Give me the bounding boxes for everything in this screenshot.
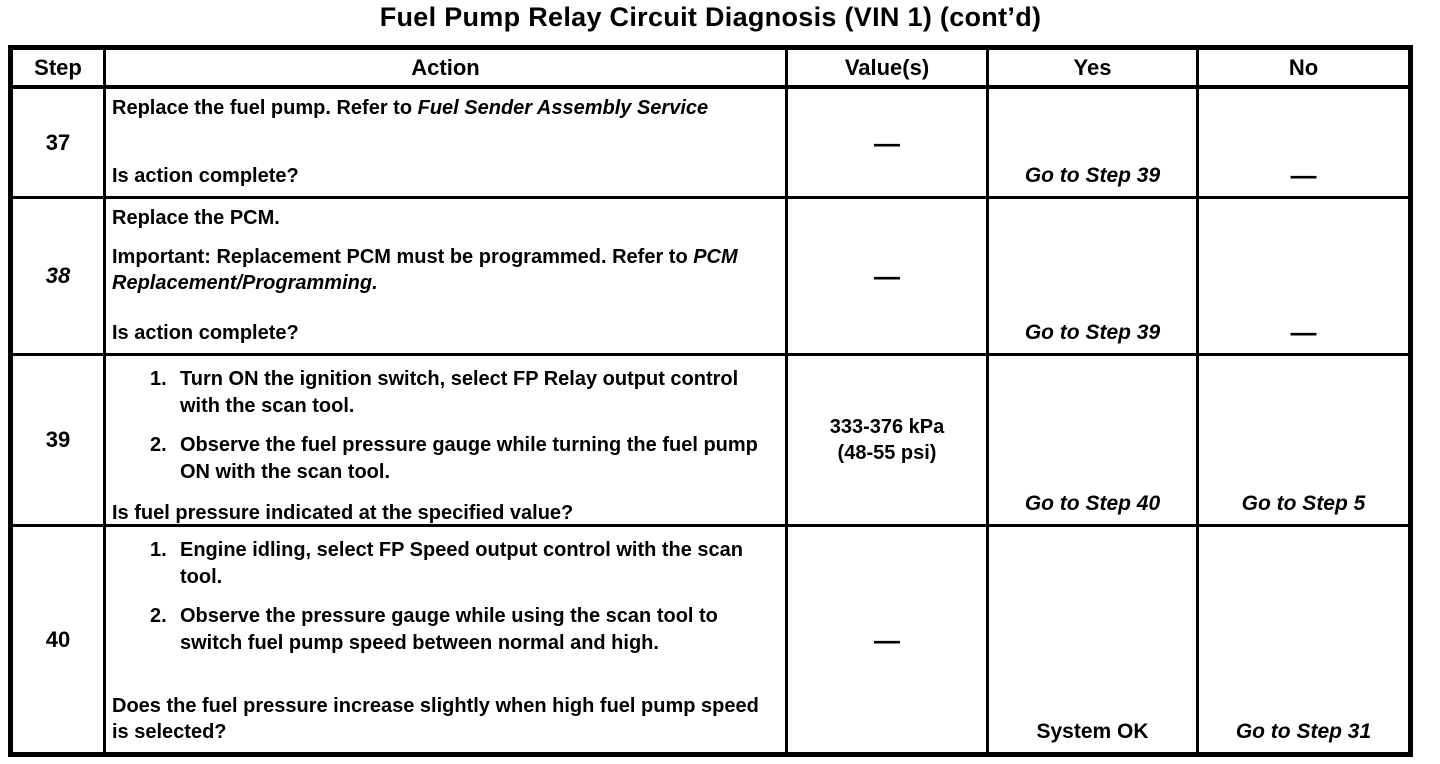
table-header-row: Step Action Value(s) Yes No — [13, 50, 1408, 89]
value-cell: — — [788, 89, 989, 199]
no-cell: Go to Step 5 — [1199, 356, 1408, 527]
no-cell: — — [1199, 199, 1408, 356]
action-cell: 1. Engine idling, select FP Speed output … — [106, 527, 788, 752]
list-item-text: Turn ON the ignition switch, select FP R… — [180, 368, 739, 417]
list-item: 2. Observe the fuel pressure gauge while … — [112, 432, 777, 485]
em-dash: — — [1290, 160, 1317, 190]
action-question: Is fuel pressure indicated at the specif… — [112, 502, 574, 525]
action-cell: Replace the PCM. Important: Replacement P… — [106, 199, 788, 356]
action-question: Is action complete? — [112, 165, 299, 188]
step-number: 40 — [45, 626, 71, 652]
value-cell: 333-376 kPa (48-55 psi) — [788, 356, 989, 527]
value-cell: — — [788, 199, 989, 356]
no-text: Go to Step 31 — [1235, 720, 1372, 743]
table-row: 40 1. Engine idling, select FP Speed outpu… — [13, 527, 1408, 752]
table-row: 39 1. Turn ON the ignition switch, select … — [13, 356, 1408, 527]
header-no: No — [1199, 50, 1408, 89]
step-cell: 39 — [13, 356, 106, 527]
value-text: (48-55 psi) — [837, 442, 937, 464]
list-item-number: 1. — [150, 539, 167, 561]
em-dash: — — [874, 127, 900, 158]
value-cell: — — [788, 527, 989, 752]
header-step: Step — [13, 50, 106, 89]
diagnosis-table: Step Action Value(s) Yes No 37 Replace th… — [8, 45, 1413, 757]
yes-cell: Go to Step 39 — [989, 199, 1199, 356]
action-text-segment: Important: — [112, 245, 211, 268]
list-item-text: Observe the pressure gauge while using t… — [180, 605, 718, 654]
action-text-segment: Replace the fuel pump. Refer to — [112, 97, 418, 119]
step-number: 38 — [45, 263, 71, 288]
action-cell: 1. Turn ON the ignition switch, select FP… — [106, 356, 788, 527]
action-question: Does the fuel pressure increase slightly… — [112, 694, 759, 744]
list-item: 1. Turn ON the ignition switch, select FP… — [112, 366, 777, 419]
em-dash: — — [1290, 317, 1317, 347]
list-item-text: Observe the fuel pressure gauge while tu… — [180, 434, 758, 483]
action-paragraph: Important: Replacement PCM must be progr… — [112, 244, 777, 297]
table-row: 37 Replace the fuel pump. Refer to Fuel S… — [13, 89, 1408, 199]
action-text-segment: Replacement PCM must be programmed. Refe… — [210, 245, 694, 268]
step-cell: 38 — [13, 199, 106, 356]
yes-text: Go to Step 40 — [1024, 492, 1161, 515]
step-cell: 37 — [13, 89, 106, 199]
list-item-number: 2. — [150, 434, 167, 457]
action-cell: Replace the fuel pump. Refer to Fuel Sen… — [106, 89, 788, 199]
yes-text: Go to Step 39 — [1024, 164, 1161, 187]
yes-text: Go to Step 39 — [1024, 321, 1161, 344]
header-values: Value(s) — [788, 50, 989, 89]
value-text: 333-376 kPa — [829, 416, 945, 438]
no-text: Go to Step 5 — [1241, 492, 1366, 515]
list-item-number: 1. — [150, 368, 167, 390]
action-paragraph: Replace the fuel pump. Refer to Fuel Sen… — [112, 95, 777, 122]
action-text-segment: Replace the PCM. — [112, 207, 280, 229]
yes-cell: Go to Step 40 — [989, 356, 1199, 527]
list-item: 1. Engine idling, select FP Speed output … — [112, 537, 777, 590]
list-item-number: 2. — [150, 605, 167, 628]
table-row: 38 Replace the PCM. Important: Replacement… — [13, 199, 1408, 356]
action-paragraph: Replace the PCM. — [112, 205, 777, 232]
header-yes: Yes — [989, 50, 1199, 89]
action-text-segment: PCM Replacement/Programming. — [112, 245, 738, 295]
action-text-segment: Fuel Sender Assembly Service — [417, 97, 709, 119]
step-cell: 40 — [13, 527, 106, 752]
no-cell: — — [1199, 89, 1408, 199]
action-numbered-list: 1. Turn ON the ignition switch, select FP… — [112, 364, 777, 498]
list-item-text: Engine idling, select FP Speed output co… — [180, 539, 744, 588]
no-cell: Go to Step 31 — [1199, 527, 1408, 752]
step-number: 37 — [45, 129, 71, 155]
action-numbered-list: 1. Engine idling, select FP Speed output … — [112, 535, 777, 669]
em-dash: — — [874, 261, 900, 291]
page-title: Fuel Pump Relay Circuit Diagnosis (VIN 1… — [379, 2, 1042, 32]
action-question: Is action complete? — [112, 322, 299, 345]
step-number: 39 — [45, 427, 71, 452]
list-item: 2. Observe the pressure gauge while using… — [112, 603, 777, 656]
yes-cell: Go to Step 39 — [989, 89, 1199, 199]
header-action: Action — [106, 50, 788, 89]
em-dash: — — [874, 624, 900, 655]
yes-text: System OK — [1036, 720, 1149, 743]
yes-cell: System OK — [989, 527, 1199, 752]
